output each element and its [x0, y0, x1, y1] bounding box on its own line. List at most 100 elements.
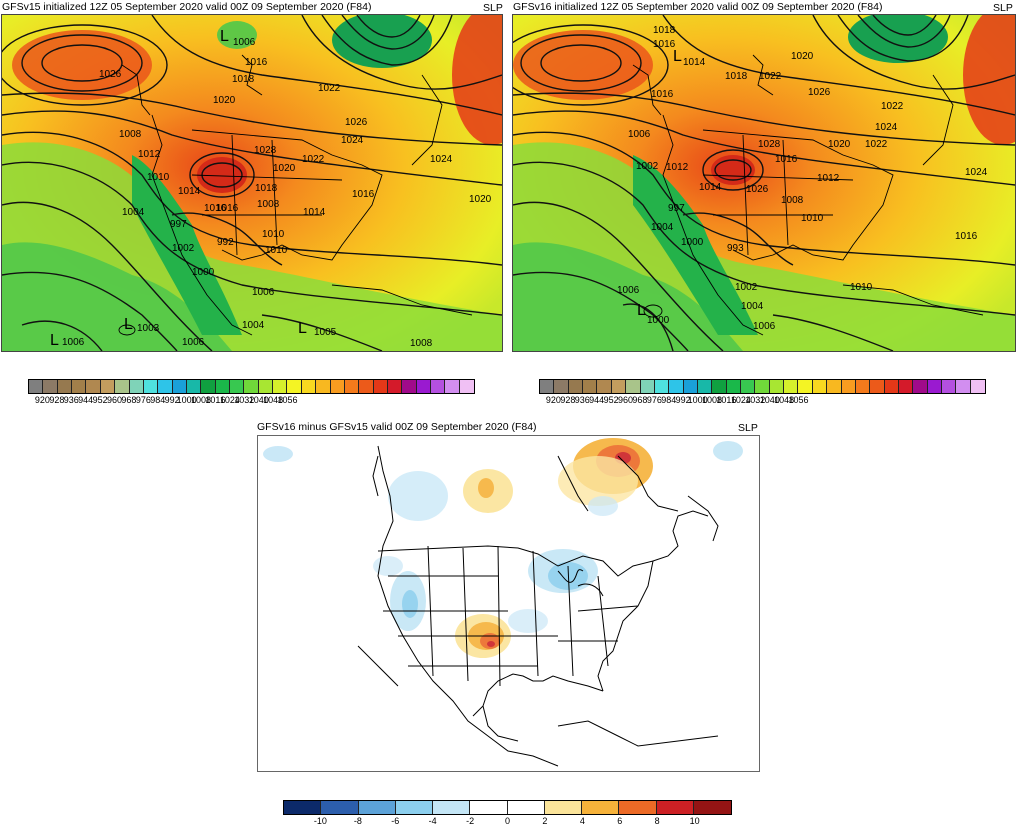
- left-contour-label: 1020: [213, 95, 236, 106]
- left-contour-label: 1008: [410, 338, 433, 349]
- colorbar-swatch: [798, 380, 813, 393]
- colorbar-swatch: [321, 801, 359, 814]
- colorbar-tick-label: 2: [542, 816, 548, 826]
- colorbar-swatch: [459, 380, 475, 393]
- left-contour-label: 1016: [245, 57, 268, 68]
- colorbar-swatch: [470, 801, 508, 814]
- left-contour-label: 1006: [62, 337, 85, 348]
- colorbar-tick-label: 1008: [191, 395, 212, 405]
- slp-difference-map: [257, 435, 760, 772]
- colorbar-swatch: [201, 380, 216, 393]
- slp-difference-map-svg: [258, 436, 759, 771]
- left-contour-label: 1016: [204, 203, 227, 214]
- colorbar-swatch: [755, 380, 770, 393]
- colorbar-tick-label: 920: [545, 395, 561, 405]
- colorbar-tick-label: 1032: [234, 395, 255, 405]
- colorbar-tick-label: 1056: [277, 395, 298, 405]
- right-contour-label: 1018: [725, 71, 748, 82]
- right-contour-label: 1024: [965, 167, 988, 178]
- left-contour-label: 1010: [147, 172, 170, 183]
- right-contour-label: 1014: [699, 182, 722, 193]
- colorbar-tick-label: 1048: [263, 395, 284, 405]
- colorbar-tick-label: 976: [646, 395, 662, 405]
- colorbar-swatch: [913, 380, 928, 393]
- right-slp-colorbar-ticks: 920 928 936 944 952 960 968 976 984 992 1000 1008 10…: [539, 394, 986, 406]
- colorbar-swatch: [540, 380, 555, 393]
- colorbar-swatch: [129, 380, 144, 393]
- colorbar-swatch: [640, 380, 655, 393]
- colorbar-swatch: [611, 380, 627, 393]
- colorbar-tick-label: 952: [603, 395, 619, 405]
- right-contour-label: 1000: [681, 237, 704, 248]
- left-contour-label: 1016: [216, 203, 239, 214]
- colorbar-swatch: [784, 380, 799, 393]
- colorbar-tick-label: 1048: [774, 395, 795, 405]
- left-contour-label: 1008: [119, 129, 142, 140]
- low-pressure-marker: L: [673, 48, 682, 65]
- colorbar-tick-label: 1016: [205, 395, 226, 405]
- colorbar-swatch: [841, 380, 856, 393]
- colorbar-swatch: [582, 801, 620, 814]
- left-contour-label: 1003: [137, 323, 160, 334]
- colorbar-swatch: [626, 380, 641, 393]
- colorbar-swatch: [172, 380, 187, 393]
- left-contour-label: 1002: [172, 243, 195, 254]
- right-contour-label: 1016: [955, 231, 978, 242]
- colorbar-swatch: [927, 380, 943, 393]
- colorbar-swatch: [898, 380, 914, 393]
- right-slp-colorbar-cells: [539, 379, 986, 394]
- left-contour-label: 1028: [254, 145, 277, 156]
- colorbar-swatch: [244, 380, 259, 393]
- colorbar-swatch: [942, 380, 957, 393]
- right-contour-label: 1020: [791, 51, 814, 62]
- colorbar-swatch: [769, 380, 785, 393]
- colorbar-swatch: [100, 380, 116, 393]
- right-contour-label: 1004: [651, 222, 674, 233]
- colorbar-swatch: [445, 380, 460, 393]
- right-contour-label: 1002: [636, 161, 659, 172]
- colorbar-swatch: [86, 380, 101, 393]
- right-contour-label: 1008: [781, 195, 804, 206]
- colorbar-tick-label: 960: [107, 395, 123, 405]
- colorbar-swatch: [395, 801, 433, 814]
- diff-colorbar-ticks: -10 -8 -6 -4 -2 0 2 4 6 8 10: [283, 815, 732, 827]
- colorbar-swatch: [870, 380, 885, 393]
- right-contour-label: 1014: [683, 57, 706, 68]
- left-contour-label: 1022: [318, 83, 341, 94]
- right-contour-label: 1028: [758, 139, 781, 150]
- left-contour-label: 1005: [314, 327, 337, 338]
- colorbar-tick-label: 4: [579, 816, 585, 826]
- left-contour-label: 1020: [469, 194, 492, 205]
- colorbar-tick-label: 968: [632, 395, 648, 405]
- colorbar-swatch: [143, 380, 159, 393]
- colorbar-swatch: [619, 801, 657, 814]
- colorbar-swatch: [693, 801, 731, 814]
- right-contour-label: 1006: [753, 321, 776, 332]
- colorbar-tick-label: 944: [78, 395, 94, 405]
- colorbar-tick-label: 1024: [730, 395, 751, 405]
- colorbar-tick-label: 976: [135, 395, 151, 405]
- colorbar-swatch: [215, 380, 231, 393]
- colorbar-tick-label: -6: [391, 816, 400, 826]
- colorbar-swatch: [284, 801, 322, 814]
- colorbar-tick-label: -10: [313, 816, 327, 826]
- left-contour-label: 1020: [273, 163, 296, 174]
- colorbar-tick-label: 968: [121, 395, 137, 405]
- colorbar-tick-label: 1000: [176, 395, 197, 405]
- colorbar-swatch: [568, 380, 584, 393]
- colorbar-swatch: [654, 380, 670, 393]
- left-slp-colorbar-ticks: 920 928 936 944 952 960 968 976 984 992 1000 1008 10…: [28, 394, 475, 406]
- right-panel-title: GFSv16 initialized 12Z 05 September 2020…: [513, 1, 883, 13]
- right-contour-label: 997: [668, 203, 685, 214]
- left-contour-label: 1026: [99, 69, 122, 80]
- gfsv15-slp-map-svg: 1026 1006 1016 1018 1022 1026 1020 1024 …: [2, 15, 502, 351]
- colorbar-swatch: [544, 801, 582, 814]
- left-contour-label: 1006: [252, 287, 275, 298]
- left-contour-label: 1006: [233, 37, 256, 48]
- left-contour-label: 1026: [345, 117, 368, 128]
- colorbar-swatch: [683, 380, 698, 393]
- right-contour-label: 1000: [647, 315, 670, 326]
- left-contour-label: 1016: [352, 189, 375, 200]
- left-contour-label: 1014: [178, 186, 201, 197]
- colorbar-tick-label: 1040: [248, 395, 269, 405]
